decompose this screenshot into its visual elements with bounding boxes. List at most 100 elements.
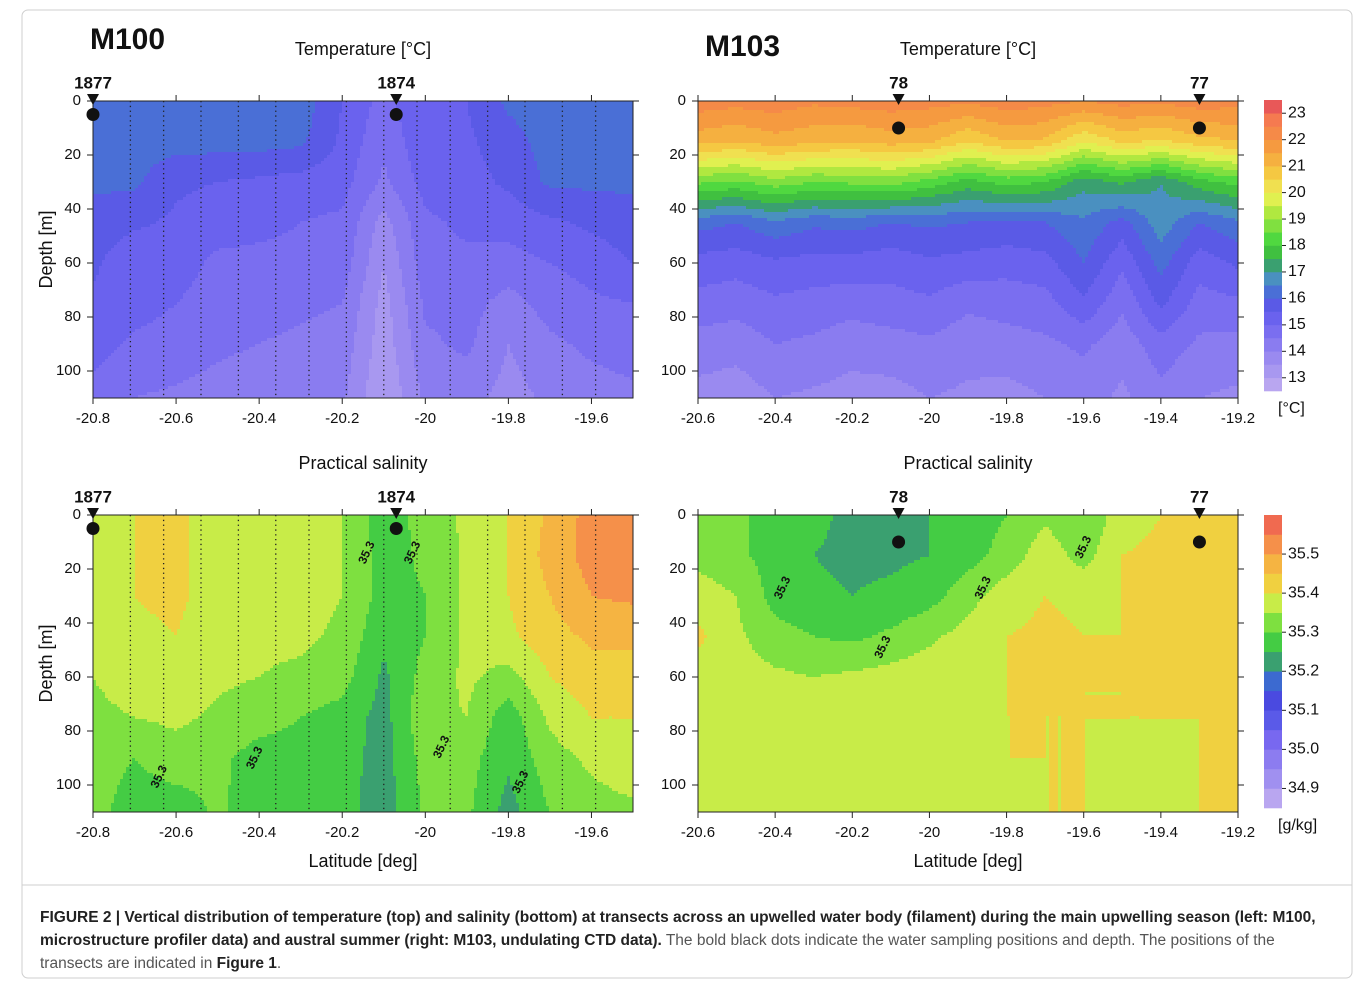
field-band [698,605,738,609]
field-band [414,566,460,570]
field-band [357,317,376,321]
field-band [507,521,544,525]
field-band [369,260,400,264]
field-band [417,266,559,270]
field-band [824,539,930,543]
field-band [366,395,403,399]
field-band [743,224,879,228]
field-band [93,611,151,615]
field-band [231,770,364,774]
field-band [411,536,460,540]
sampling-dot [1192,535,1206,549]
field-band [342,584,373,588]
field-band [1085,353,1149,357]
field-band [899,248,981,252]
field-band [117,785,184,789]
field-band [929,524,1002,528]
field-band [93,395,139,399]
field-band [845,320,861,324]
field-band [1121,614,1239,618]
field-band [698,266,1059,270]
field-band [1217,290,1239,294]
field-band [1097,551,1128,555]
field-band [1058,170,1080,174]
field-band [513,704,541,708]
field-band [1211,392,1239,396]
field-band [417,377,499,381]
field-band [594,233,634,237]
field-band [345,197,370,201]
field-band [93,764,130,768]
field-band [513,353,583,357]
field-band [135,530,190,534]
field-band [501,368,520,372]
field-band [1007,575,1122,579]
field-band [360,776,397,780]
field-band [366,383,400,387]
field-band [908,173,954,177]
field-band [779,617,909,621]
field-band [1007,689,1239,693]
field-band [1157,521,1239,525]
field-band [531,692,571,696]
field-band [977,563,1020,567]
field-band [369,371,400,375]
field-band [1112,251,1131,255]
field-band [1052,533,1104,537]
field-band [606,239,634,243]
field-band [360,641,424,645]
field-band [474,686,529,690]
field-band [336,134,364,138]
field-band [180,626,328,630]
field-band [498,806,520,810]
field-band [309,647,361,651]
field-band [393,329,412,333]
colorbar-unit: [°C] [1278,400,1305,417]
field-band [513,194,634,198]
field-band [357,221,376,225]
field-band [698,146,942,150]
field-band [941,254,1050,258]
field-band [93,377,190,381]
field-band [558,611,634,615]
field-band [1022,626,1077,630]
field-band [342,530,370,534]
field-band [174,728,178,732]
field-band [351,356,373,360]
field-band [698,365,735,369]
field-band [713,578,762,582]
field-band [393,734,415,738]
field-band [1013,245,1074,249]
field-band [1061,764,1086,768]
field-band [477,770,538,774]
field-band [459,665,496,669]
field-band [1088,254,1110,258]
field-band [249,743,367,747]
field-band [585,767,634,771]
field-band [513,116,634,120]
field-band [627,794,634,798]
field-band [1205,158,1239,162]
field-band [462,353,469,357]
field-band [183,611,334,615]
field-band [935,395,1044,399]
field-band [93,626,169,630]
field-band [698,596,738,600]
field-band [309,134,337,138]
field-band [1163,374,1239,378]
field-band [698,611,741,615]
field-band [411,551,460,555]
field-band [1061,305,1101,309]
field-band [396,236,412,240]
field-band [926,293,933,297]
field-band [423,641,460,645]
field-band [390,677,415,681]
field-band [213,701,331,705]
field-band [489,170,541,174]
field-band [366,626,427,630]
field-band [393,188,418,192]
colorbar-band [1264,710,1282,731]
field-band [1046,737,1050,741]
field-band [564,620,634,624]
field-band [1007,701,1239,705]
